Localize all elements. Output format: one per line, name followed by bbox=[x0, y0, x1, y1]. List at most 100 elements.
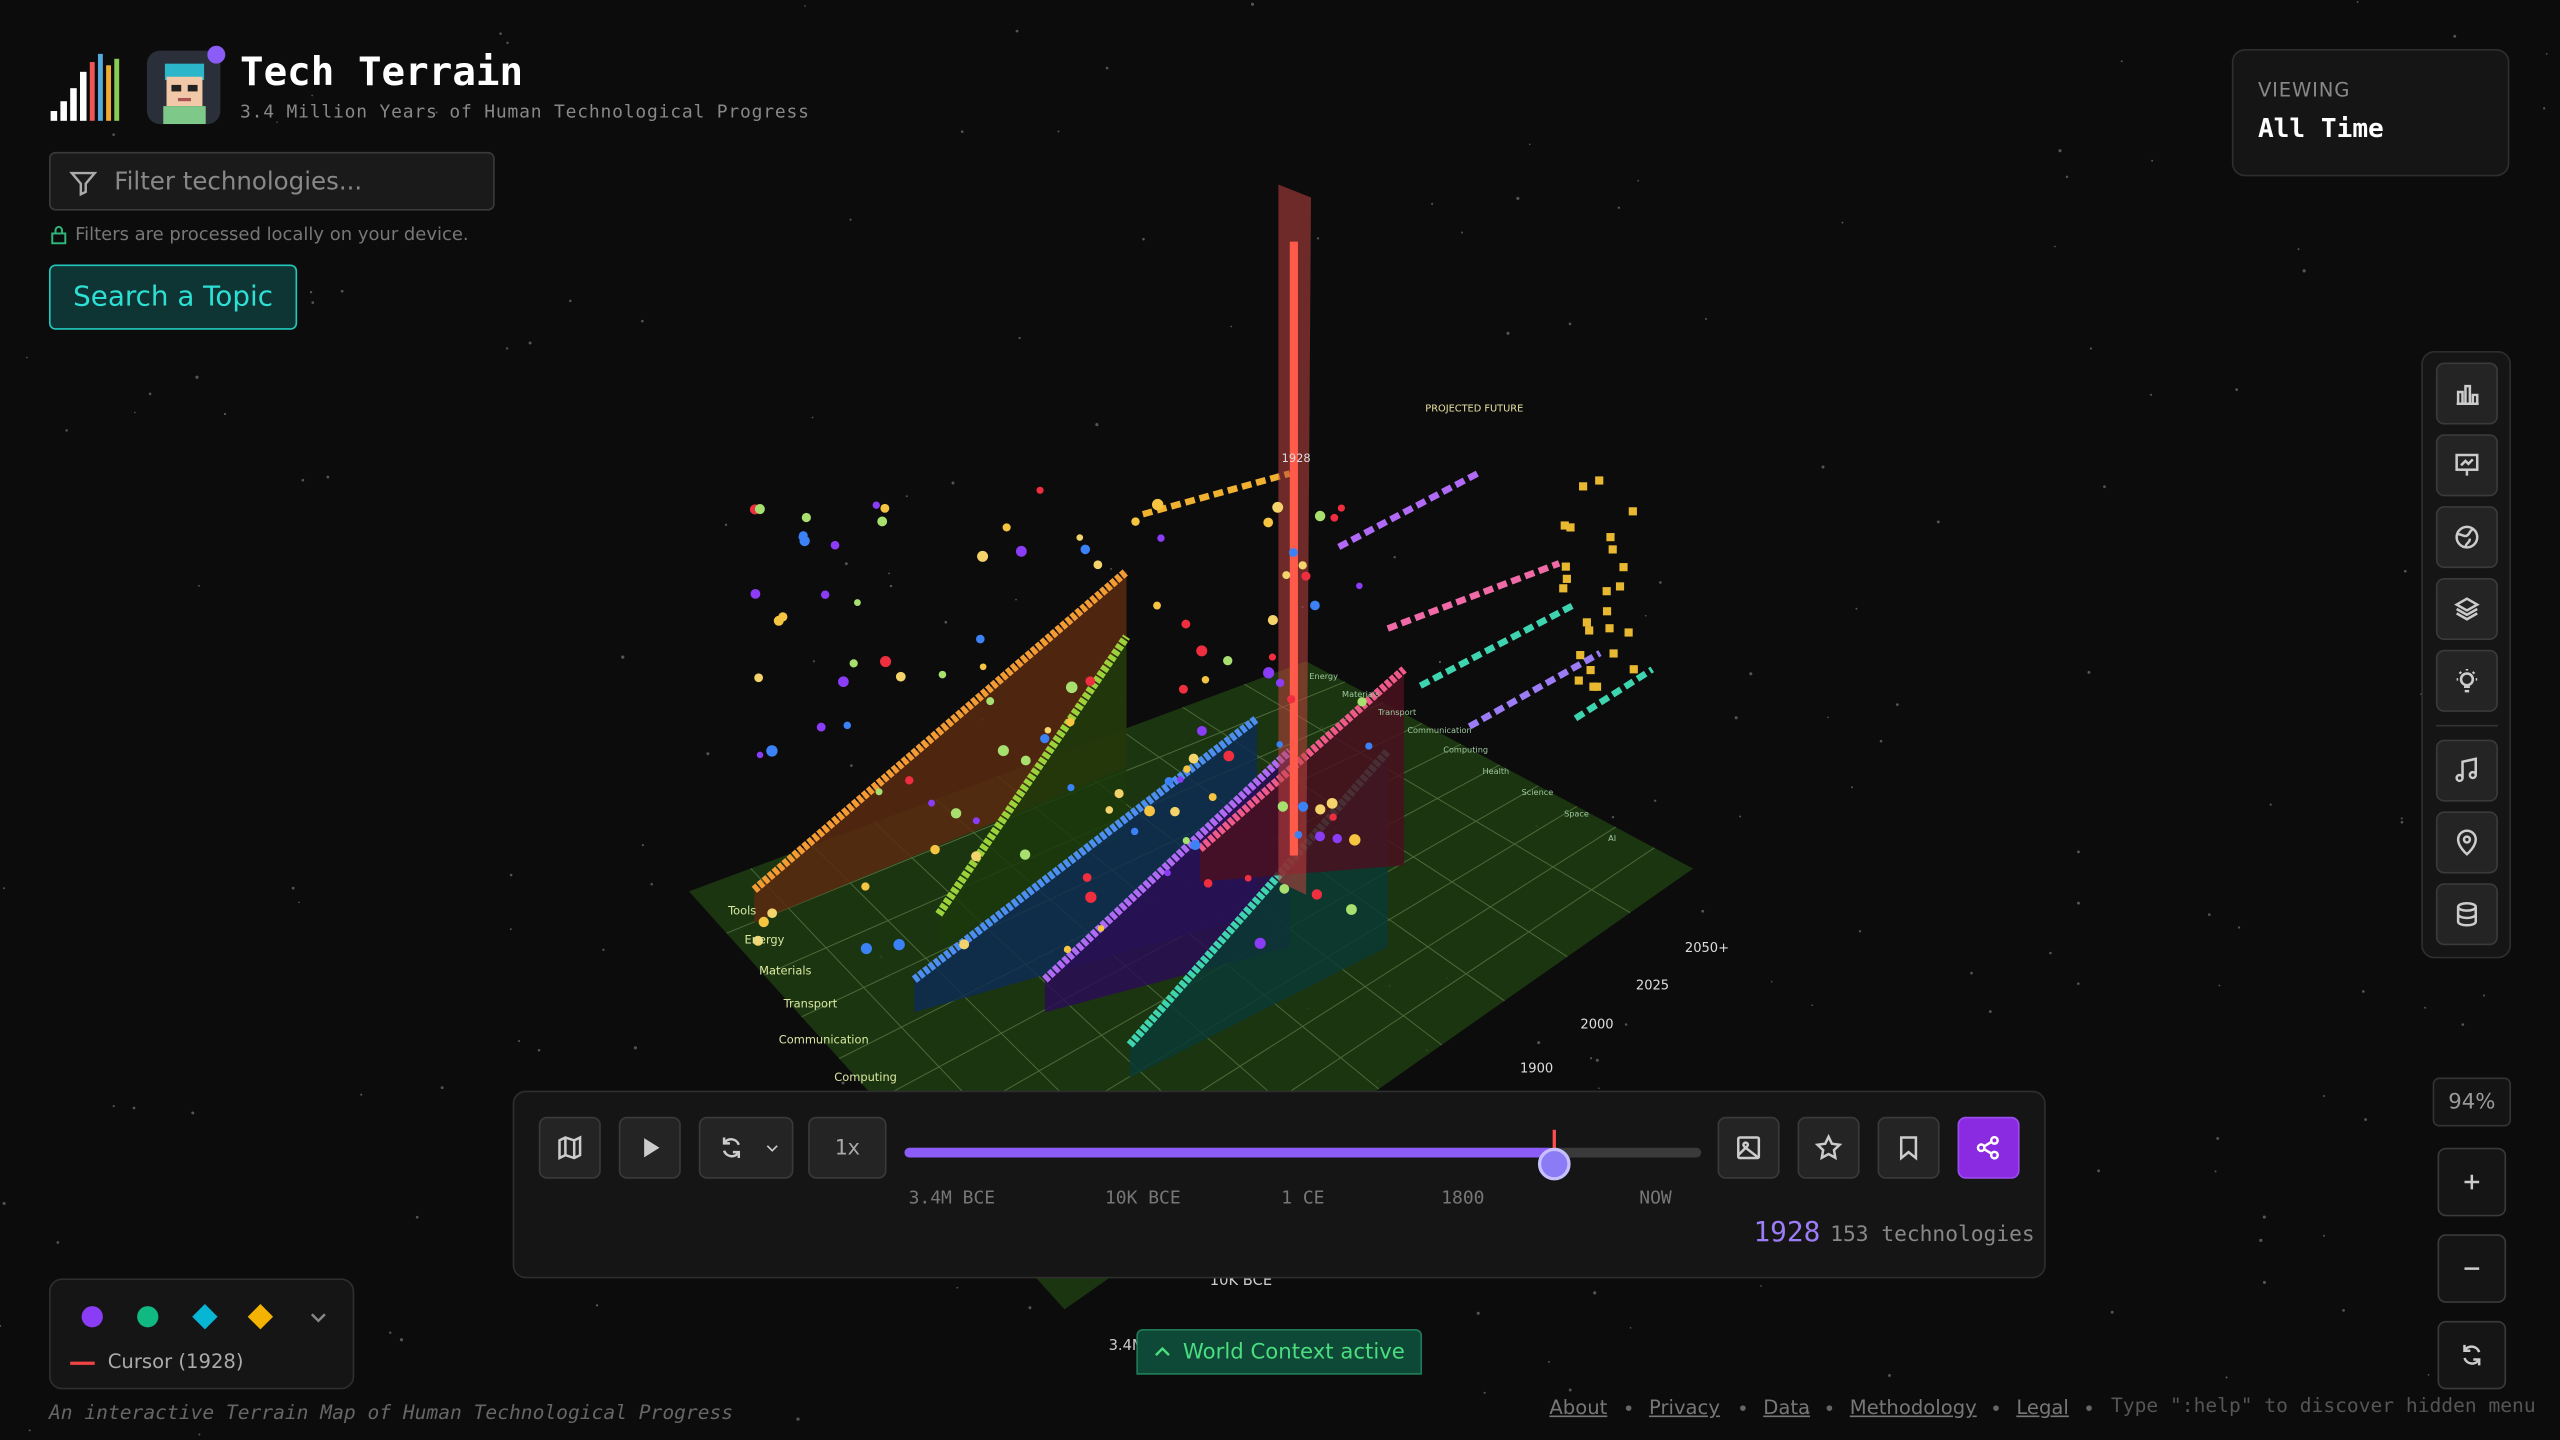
tech-dot bbox=[1329, 813, 1337, 821]
play-button[interactable] bbox=[618, 1116, 681, 1179]
star bbox=[440, 1086, 444, 1090]
star bbox=[528, 341, 532, 345]
star bbox=[724, 523, 728, 526]
star bbox=[2403, 569, 2407, 573]
legend-cursor-swatch bbox=[70, 1361, 95, 1365]
future-marker bbox=[1586, 665, 1595, 675]
location-button[interactable] bbox=[2435, 811, 2498, 874]
tech-dot bbox=[1276, 741, 1283, 748]
bookmark-button[interactable] bbox=[1877, 1116, 1940, 1179]
logo bbox=[50, 53, 120, 121]
tech-dot bbox=[1298, 801, 1309, 812]
tech-wall-top bbox=[1197, 666, 1407, 853]
tech-dot bbox=[1356, 582, 1363, 590]
star bbox=[1644, 614, 1647, 617]
timeline-label: 1800 bbox=[1441, 1186, 1485, 1209]
tech-dot bbox=[1208, 793, 1217, 802]
tech-dot bbox=[1151, 498, 1164, 511]
tech-dot bbox=[758, 916, 769, 928]
world-context-toggle[interactable]: World Context active bbox=[1136, 1328, 1423, 1375]
database-button[interactable] bbox=[2435, 883, 2498, 946]
favorite-button[interactable] bbox=[1797, 1116, 1860, 1179]
tech-dot bbox=[1346, 904, 1357, 915]
tech-dot bbox=[872, 501, 880, 509]
footer-link[interactable]: Privacy bbox=[1648, 1395, 1720, 1419]
loop-button[interactable] bbox=[698, 1116, 794, 1179]
tech-dot bbox=[1067, 783, 1075, 792]
star bbox=[1568, 1388, 1572, 1392]
legend-cursor-label: Cursor (1928) bbox=[107, 1350, 244, 1374]
right-row-label: Energy bbox=[1309, 671, 1338, 681]
future-marker bbox=[1559, 584, 1568, 593]
legend-green-dot[interactable] bbox=[137, 1306, 159, 1328]
tech-dot bbox=[767, 908, 778, 919]
filter-icon bbox=[69, 171, 98, 197]
year-label: 2025 bbox=[1636, 978, 1669, 993]
star bbox=[1476, 1311, 1480, 1315]
lock-icon bbox=[51, 226, 67, 245]
star bbox=[1855, 607, 1858, 610]
tech-dot bbox=[1196, 725, 1207, 736]
star bbox=[2216, 1137, 2220, 1140]
tech-dot bbox=[1020, 755, 1031, 766]
globe-button[interactable] bbox=[2435, 506, 2498, 569]
future-marker bbox=[1595, 476, 1604, 485]
tech-dot bbox=[1170, 806, 1180, 817]
tech-dot bbox=[1315, 831, 1326, 842]
legend-yellow-diamond[interactable] bbox=[247, 1304, 274, 1330]
tech-dot bbox=[1130, 827, 1139, 836]
star bbox=[399, 1338, 404, 1342]
tech-dot bbox=[893, 938, 905, 951]
year-label: 2000 bbox=[1580, 1018, 1613, 1033]
tech-dot bbox=[816, 722, 826, 732]
star bbox=[2214, 1170, 2217, 1173]
footer-link[interactable]: Data bbox=[1763, 1395, 1811, 1419]
speed-button[interactable]: 1x bbox=[808, 1116, 887, 1179]
technology-count: 153 technologies bbox=[1830, 1222, 2035, 1248]
legend-purple-dot[interactable] bbox=[81, 1306, 103, 1328]
footer-link[interactable]: Legal bbox=[2016, 1395, 2069, 1419]
tech-dot bbox=[1275, 678, 1285, 688]
avatar[interactable] bbox=[146, 45, 226, 125]
legend-panel: Cursor (1928) bbox=[48, 1278, 355, 1390]
footer-link[interactable]: Methodology bbox=[1849, 1395, 1977, 1419]
presentation-button[interactable] bbox=[2435, 434, 2498, 497]
star bbox=[415, 1215, 419, 1219]
star bbox=[191, 1111, 195, 1115]
zoom-out-button[interactable] bbox=[2437, 1234, 2507, 1303]
avatar-image bbox=[163, 63, 206, 125]
tech-dot bbox=[1157, 534, 1165, 542]
star bbox=[505, 347, 509, 350]
star bbox=[1110, 567, 1113, 570]
tech-dot bbox=[1040, 733, 1050, 744]
footer-link[interactable]: About bbox=[1549, 1395, 1608, 1419]
tech-dot bbox=[977, 550, 989, 562]
zoom-in-button[interactable] bbox=[2437, 1147, 2507, 1217]
ideas-button[interactable] bbox=[2435, 649, 2498, 712]
star bbox=[2237, 926, 2241, 929]
legend-expand[interactable] bbox=[309, 1308, 329, 1328]
timeline-thumb[interactable] bbox=[1537, 1147, 1571, 1181]
star bbox=[276, 121, 278, 124]
music-button[interactable] bbox=[2435, 739, 2498, 802]
map-button[interactable] bbox=[538, 1116, 601, 1179]
reset-view-button[interactable] bbox=[2437, 1320, 2507, 1390]
tech-dot bbox=[1065, 681, 1078, 694]
viewing-panel: VIEWING All Time bbox=[2231, 48, 2510, 177]
legend-cyan-diamond[interactable] bbox=[192, 1304, 218, 1330]
star bbox=[1015, 598, 1017, 601]
right-row-label: Communication bbox=[1407, 725, 1471, 735]
timeline-label: NOW bbox=[1639, 1186, 1672, 1209]
tech-wall-top bbox=[911, 715, 1260, 983]
share-button[interactable] bbox=[1957, 1116, 2020, 1179]
star bbox=[301, 478, 305, 482]
star bbox=[340, 289, 344, 293]
filter-input[interactable]: Filter technologies... bbox=[48, 151, 495, 211]
tech-dot bbox=[1085, 676, 1096, 686]
tech-dot bbox=[753, 935, 764, 946]
stats-button[interactable] bbox=[2435, 362, 2498, 425]
star bbox=[960, 130, 964, 133]
screenshot-button[interactable] bbox=[1717, 1116, 1780, 1179]
search-topic-button[interactable]: Search a Topic bbox=[48, 264, 298, 330]
layers-button[interactable] bbox=[2435, 577, 2498, 640]
